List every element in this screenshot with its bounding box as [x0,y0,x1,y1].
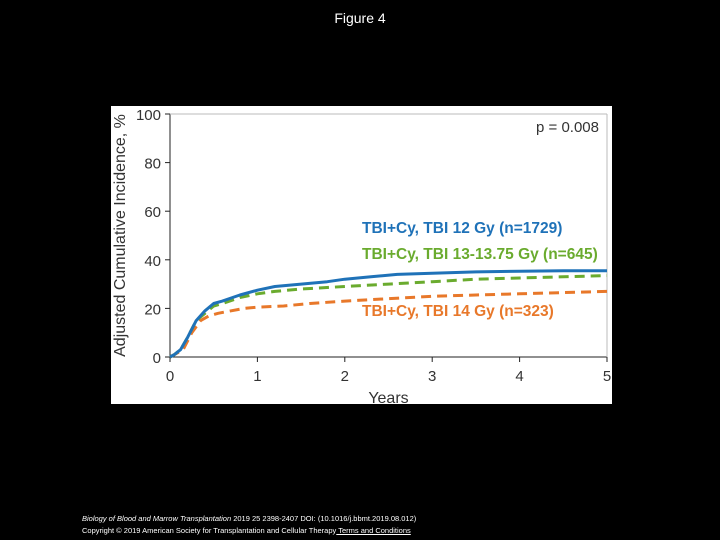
series-line-tbi-14gy [169,289,608,359]
series-line-tbi-13gy [169,274,608,359]
citation-line: Biology of Blood and Marrow Transplantat… [82,513,416,525]
x-tick-label: 3 [428,368,436,385]
chart-panel: 0 20 40 60 80 100 0 1 2 3 4 5 Adjusted Cumulative In… [111,106,612,404]
legend-label-tbi-12gy: TBI+Cy, TBI 12 Gy (n=1729) [362,220,562,237]
y-tick-label: 100 [136,107,161,124]
x-tick-label: 4 [515,368,523,385]
citation-footer: Biology of Blood and Marrow Transplantat… [82,513,416,537]
slide-title: Figure 4 [334,10,386,26]
legend-label-tbi-13gy: TBI+Cy, TBI 13-13.75 Gy (n=645) [362,246,598,263]
y-tick-label: 0 [153,350,161,367]
terms-link[interactable]: Terms and Conditions [336,526,411,535]
x-axis-label: Years [368,390,408,404]
x-tick-label: 5 [603,368,611,385]
y-axis-label: Adjusted Cumulative Incidence, % [112,114,129,357]
citation-details: 2019 25 2398-2407 DOI: (10.1016/j.bbmt.2… [231,514,417,523]
copyright-text: Copyright © 2019 American Society for Tr… [82,526,337,535]
p-value-annotation: p = 0.008 [536,119,599,136]
cumulative-incidence-chart: 0 20 40 60 80 100 0 1 2 3 4 5 Adjusted Cumulative In… [112,107,611,404]
y-tick-label: 80 [144,156,161,173]
copyright-line: Copyright © 2019 American Society for Tr… [82,525,416,537]
series-line-tbi-12gy [169,269,607,359]
legend-label-tbi-14gy: TBI+Cy, TBI 14 Gy (n=323) [362,303,554,320]
x-tick-label: 0 [166,368,174,385]
y-tick-label: 40 [144,253,161,270]
y-tick-label: 20 [144,301,161,318]
y-tick-label: 60 [144,204,161,221]
journal-name: Biology of Blood and Marrow Transplantat… [82,514,232,523]
x-tick-label: 1 [253,368,261,385]
x-tick-label: 2 [341,368,349,385]
